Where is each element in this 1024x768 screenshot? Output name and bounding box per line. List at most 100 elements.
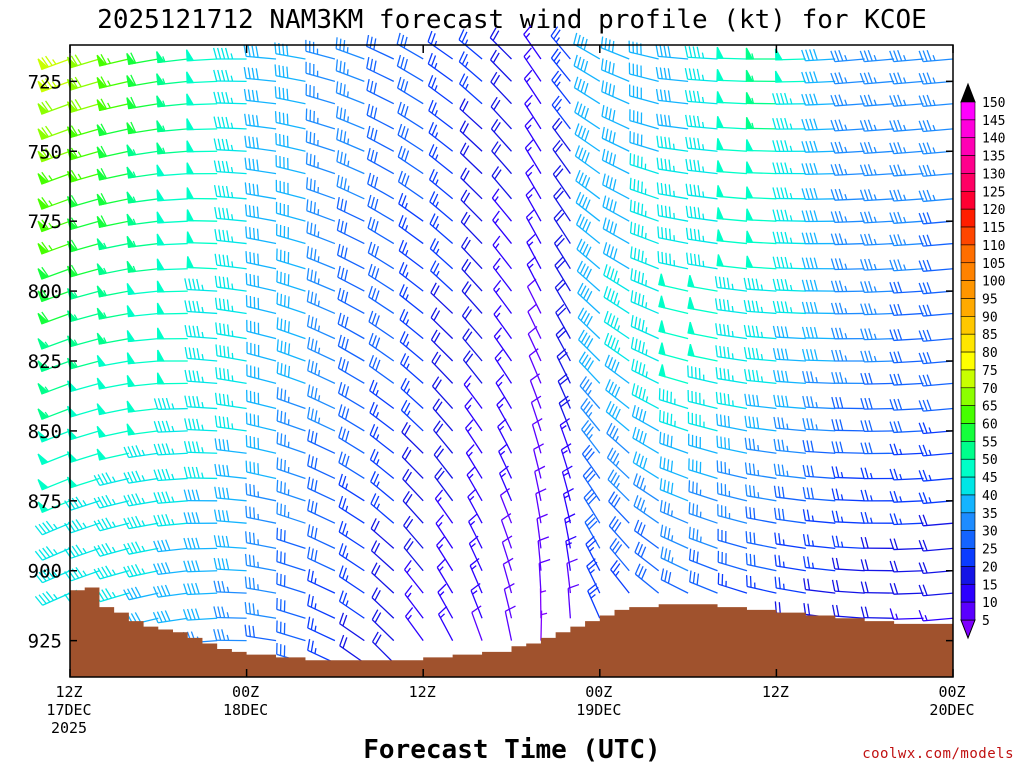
wind-barb [889,142,924,155]
wind-barb [772,347,806,362]
wind-barb [186,187,218,200]
wind-barb [96,53,130,67]
colorbar-swatch [960,387,976,406]
wind-barb [307,429,336,454]
wind-barb [153,513,188,527]
wind-barb [634,541,660,572]
wind-barb [860,581,895,594]
wind-barb [524,117,542,152]
y-tick-label: 850 [28,421,62,443]
wind-barb [243,67,277,83]
wind-barb [183,466,218,480]
wind-barb [537,536,550,571]
wind-barb [126,375,159,388]
wind-barb [434,489,454,524]
wind-barb [860,303,895,316]
wind-barb [400,399,424,432]
wind-barb [493,280,513,314]
wind-barb [366,56,395,82]
wind-barb [658,342,689,362]
wind-barb [244,135,277,152]
wind-barb [276,502,306,524]
wind-barb [338,451,365,480]
colorbar: 5 10 15 20 25 30 35 40 45 50 55 60 65 70 75 80 85 90 95 100… [960,82,1005,640]
wind-barb [397,170,424,200]
wind-barb [745,506,777,524]
wind-barb [213,629,247,642]
wind-barb [525,164,542,200]
wind-barb [366,79,395,105]
colorbar-swatch [960,226,976,246]
colorbar-swatch [960,351,976,371]
wind-barb [555,303,571,339]
wind-barb [37,148,71,163]
wind-barb [859,72,895,85]
wind-barb [601,104,630,130]
wind-barb [524,139,542,174]
wind-barb [276,527,306,549]
wind-barb [96,193,129,206]
wind-barb [96,123,130,137]
wind-barb [245,460,277,480]
wind-barb [918,422,954,435]
wind-barb [307,546,336,572]
wind-barb [338,473,365,502]
wind-barb [831,604,865,619]
wind-barb [715,323,748,340]
wind-barb [306,290,336,315]
wind-barb [631,405,659,432]
wind-barb [276,270,306,292]
wind-barb [244,182,277,200]
wind-barb [214,297,247,315]
colorbar-swatch [960,119,976,139]
wind-barb [744,462,777,480]
wind-barb [367,216,395,245]
wind-barb [396,54,424,82]
wind-barb [244,113,277,130]
wind-barb [745,255,777,270]
wind-barb [716,115,748,130]
wind-barb [276,620,306,642]
wind-barb [156,211,188,224]
colorbar-swatch [960,405,976,424]
wind-barb [37,219,71,233]
wind-barb [126,282,159,296]
wind-barb [184,369,218,385]
y-tick-label: 775 [28,211,62,233]
wind-barb [183,560,218,573]
wind-barb [602,173,630,200]
wind-barb [716,68,747,83]
wind-barb [434,467,454,502]
wind-barb [458,29,483,60]
wind-barb [404,584,424,619]
wind-barb [859,94,895,107]
wind-barb [918,142,954,155]
wind-barb [609,538,630,572]
wind-barb [656,182,689,200]
wind-barb [556,348,571,384]
wind-barb [461,306,483,340]
wind-barb [918,329,954,342]
wind-barb [490,119,512,152]
wind-barb [889,281,924,294]
wind-barb [889,49,924,63]
wind-barb [459,142,483,175]
wind-barb [630,314,659,340]
wind-barb [368,354,395,384]
wind-barb [459,73,483,105]
wind-barb [371,587,395,619]
wind-barb [470,583,483,619]
wind-barb [367,172,395,200]
wind-barb [655,45,689,60]
wind-barb [576,238,601,270]
wind-barb [716,91,747,105]
wind-barb [610,560,630,594]
wind-barb [93,472,130,486]
wind-barb [889,211,924,224]
wind-barb [471,605,483,641]
wind-barb [490,71,512,105]
wind-barb [658,409,689,432]
wind-barb [657,226,689,245]
wind-barb [773,394,806,410]
wind-barb [397,145,424,175]
